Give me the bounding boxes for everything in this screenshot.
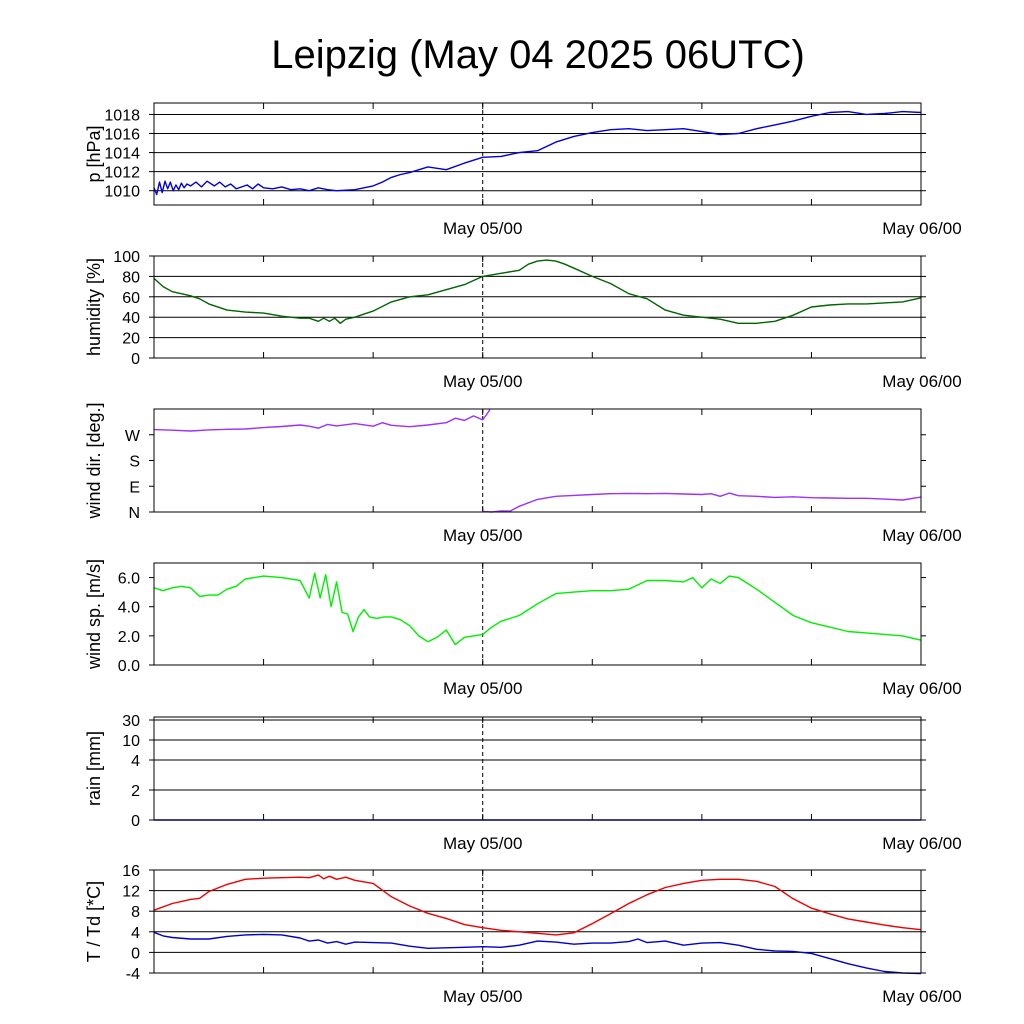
y-tick-label: 1010	[104, 184, 140, 201]
y-tick-label: 0	[131, 351, 140, 368]
series-line-2	[482, 492, 922, 513]
y-tick-label: E	[129, 479, 140, 496]
y-axis-label: humidity [%]	[84, 258, 104, 356]
panel-1: 1010 1012 1014 1016 1018 May 05/00 May 06/00 p …	[84, 102, 962, 238]
y-tick-label: 4.0	[118, 600, 140, 617]
y-axis-label: T / Td [*C]	[84, 881, 104, 962]
series-line-1	[153, 259, 922, 324]
x-tick-label: May 06/00	[882, 219, 961, 238]
y-tick-label: -4	[126, 966, 140, 983]
x-tick-label: May 05/00	[443, 372, 522, 391]
y-tick-label: 6.0	[118, 571, 140, 588]
series-line-1	[153, 572, 922, 646]
y-axis-label: rain [mm]	[84, 731, 104, 806]
y-tick-label: 2.0	[118, 629, 140, 646]
panel-4: 0.0 2.0 4.0 6.0 May 05/00 May 06/00 wind sp. […	[84, 559, 962, 698]
y-tick-label: 8	[131, 904, 140, 921]
plot-frame	[153, 255, 922, 359]
x-tick-label: May 05/00	[443, 219, 522, 238]
y-tick-label: 12	[122, 884, 140, 901]
x-tick-label: May 06/00	[882, 834, 961, 853]
y-tick-label: 0	[131, 813, 140, 830]
y-tick-label: 60	[122, 290, 140, 307]
y-tick-label: S	[129, 454, 140, 471]
y-tick-label: 4	[131, 925, 140, 942]
panel-5: 0 2 4 10 30 May 05/00 May 06/00 rain [mm]	[84, 713, 962, 853]
y-tick-label: 80	[122, 269, 140, 286]
y-tick-label: 16	[122, 863, 140, 880]
plot-frame	[153, 408, 922, 513]
series-line-1	[153, 409, 491, 432]
series-line-1	[153, 110, 922, 196]
y-tick-label: 1012	[104, 165, 140, 182]
y-tick-label: 10	[122, 733, 140, 750]
plot-frame	[153, 102, 922, 206]
x-tick-label: May 06/00	[882, 526, 961, 545]
y-axis-label: wind sp. [m/s]	[84, 559, 104, 670]
x-tick-label: May 06/00	[882, 679, 961, 698]
x-tick-label: May 05/00	[443, 526, 522, 545]
chart-title: Leipzig (May 04 2025 06UTC)	[271, 33, 805, 77]
y-tick-label: W	[125, 428, 141, 445]
y-tick-label: 30	[122, 713, 140, 730]
y-tick-label: 1016	[104, 127, 140, 144]
plot-frame	[153, 562, 922, 666]
panel-6: -4 0 4 8 12 16 May 05/00 May 06/00 T / Td [*C]	[84, 863, 962, 1006]
y-tick-label: 0.0	[118, 658, 140, 675]
x-tick-label: May 06/00	[882, 987, 961, 1006]
x-tick-label: May 05/00	[443, 987, 522, 1006]
plot-frame	[153, 716, 922, 821]
y-tick-label: 2	[131, 783, 140, 800]
panel-2: 0 20 40 60 80 100 May 05/00 May 06/00 humidity […	[84, 249, 962, 391]
x-tick-label: May 06/00	[882, 372, 961, 391]
y-tick-label: 100	[113, 249, 140, 266]
y-tick-label: 1018	[104, 107, 140, 124]
y-tick-label: N	[128, 505, 140, 522]
y-tick-label: 1014	[104, 146, 140, 163]
plot-frame	[153, 869, 922, 974]
series-line-2	[153, 931, 922, 975]
y-axis-label: p [hPa]	[84, 125, 104, 182]
y-tick-label: 0	[131, 945, 140, 962]
y-tick-label: 4	[131, 753, 140, 770]
series-line-1	[153, 874, 922, 936]
x-tick-label: May 05/00	[443, 834, 522, 853]
y-axis-label: wind dir. [deg.]	[84, 402, 104, 519]
y-tick-label: 40	[122, 310, 140, 327]
x-tick-label: May 05/00	[443, 679, 522, 698]
y-tick-label: 20	[122, 331, 140, 348]
